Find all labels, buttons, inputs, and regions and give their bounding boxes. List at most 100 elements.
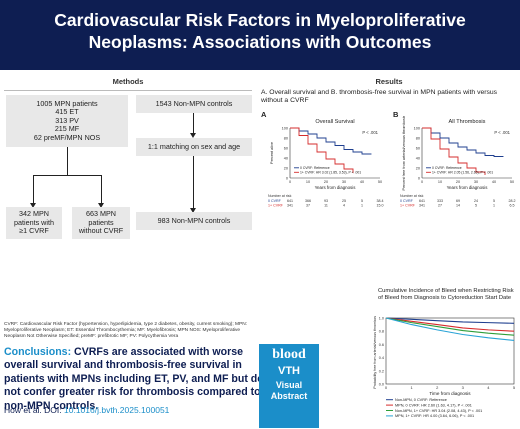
y-tick-label: 0.8: [379, 330, 384, 334]
matched-controls-box: 983 Non-MPN controls: [136, 212, 252, 230]
x-tick-label: 30: [342, 180, 346, 184]
risk-group: 1+ CVRF: [400, 204, 416, 208]
bleed-series-line-2: [385, 317, 515, 336]
connector-line: [193, 156, 194, 210]
arrowhead: [30, 203, 36, 208]
x-tick-label: 10: [306, 180, 310, 184]
y-tick-label: 60: [284, 147, 288, 151]
x-tick-label: 0: [421, 180, 423, 184]
risk-value: 27: [438, 204, 442, 208]
bleed-chart-title: Cumulative Incidence of Bleed when Restr…: [378, 288, 514, 302]
citation-authors: How et al. DOI:: [4, 405, 64, 415]
y-tick-label: 100: [414, 127, 420, 131]
risk-header: Number at risk: [400, 194, 424, 198]
blood-logo: blood: [272, 347, 306, 362]
risk-value: 6.5: [510, 204, 515, 208]
risk-value: 25: [342, 199, 346, 203]
risk-value: 4: [343, 204, 345, 208]
x-tick-label: 1: [410, 385, 413, 390]
without-cvrf-box: 663 MPN patients without CVRF: [72, 207, 130, 239]
cohort-line: 62 preMF/MPN NOS: [33, 132, 101, 142]
citation-doi[interactable]: 10.1016/j.bvth.2025.100051: [64, 405, 170, 415]
y-tick-label: 40: [416, 157, 420, 161]
brand-vth: VTH: [278, 365, 300, 377]
header-banner: Cardiovascular Risk Factors in Myeloprol…: [0, 0, 520, 70]
bleed-incidence-chart: 0.0 0.2 0.4 0.6 0.8 1.0 0 1 2 3 4 5 Time from diagno…: [373, 316, 516, 418]
risk-value: 37: [306, 204, 310, 208]
page-title: Cardiovascular Risk Factors in Myeloprol…: [10, 9, 510, 53]
conclusion-body: CVRFs are associated with worse overall …: [4, 346, 264, 412]
p-value: P < .001: [362, 130, 378, 135]
legend-label: Non-MPN, 0 CVRF: Reference: [395, 398, 447, 402]
results-subtitle: A. Overall survival and B. thrombosis-fr…: [261, 89, 498, 105]
connector-line: [193, 113, 194, 135]
risk-value: 69: [456, 199, 460, 203]
y-tick-label: 0: [418, 177, 420, 181]
arrowhead: [190, 208, 196, 213]
risk-value: 5: [475, 204, 477, 208]
panel-b-label: B: [393, 110, 399, 119]
cohort-line: 313 PV: [55, 115, 79, 125]
risk-value: 15.0: [377, 204, 384, 208]
matching-text: 1:1 matching on sex and age: [147, 141, 241, 151]
y-tick-label: 40: [284, 157, 288, 161]
x-tick-label: 4: [487, 385, 490, 390]
mpn-cohort-box: 1005 MPN patients 415 ET 313 PV 215 MF 6…: [6, 95, 128, 147]
risk-value: 641: [419, 199, 425, 203]
y-tick-label: 0.6: [379, 343, 384, 347]
x-tick-label: 40: [360, 180, 364, 184]
citation: How et al. DOI: 10.1016/j.bvth.2025.1000…: [4, 405, 169, 415]
controls-text: 1543 Non-MPN controls: [155, 98, 233, 108]
x-tick-label: 10: [438, 180, 442, 184]
x-tick-label: 3: [462, 385, 465, 390]
risk-group: 0 CVRF: [400, 199, 414, 203]
y-axis-label: Probability free from arterial/venous th…: [373, 316, 377, 389]
legend-label: 1+ CVRF: HR 2.05 (1.56, 2.65), P < .001: [432, 171, 493, 175]
title-line-2: Neoplasms: Associations with Outcomes: [88, 32, 432, 52]
controls-box: 1543 Non-MPN controls: [136, 95, 252, 113]
p-value: P < .001: [494, 130, 510, 135]
methods-divider: [4, 90, 252, 91]
risk-value: 5: [361, 199, 363, 203]
risk-value: 5: [493, 199, 495, 203]
y-tick-label: 60: [416, 147, 420, 151]
x-tick-label: 0: [385, 385, 388, 390]
risk-value: 1: [361, 204, 363, 208]
risk-value: 341: [287, 204, 293, 208]
abbreviations-note: CVRF: Cardiovascular Risk Factor (hypert…: [4, 322, 248, 339]
y-tick-label: 80: [284, 137, 288, 141]
panel-a-label: A: [261, 110, 267, 119]
connector-line: [33, 175, 34, 205]
x-tick-label: 5: [513, 385, 516, 390]
y-tick-label: 1.0: [379, 317, 384, 321]
x-tick-label: 50: [378, 180, 382, 184]
risk-value: 333: [437, 199, 443, 203]
x-tick-label: 30: [474, 180, 478, 184]
y-tick-label: 80: [416, 137, 420, 141]
x-tick-label: 40: [492, 180, 496, 184]
risk-value: 38.4: [377, 199, 384, 203]
y-tick-label: 100: [282, 127, 288, 131]
bleed-series-line-1: [385, 317, 515, 332]
matching-box: 1:1 matching on sex and age: [136, 138, 252, 156]
km-series-line-1: [290, 127, 354, 173]
y-tick-label: 20: [416, 167, 420, 171]
with-cvrf-line: ≥1 CVRF: [19, 226, 49, 236]
legend-label: 0 CVRF: Reference: [432, 166, 462, 170]
arrowhead: [190, 133, 196, 138]
risk-value: 93: [324, 199, 328, 203]
y-axis-label: Percent free from arterial/venous thromb…: [402, 116, 406, 190]
x-tick-label: 20: [456, 180, 460, 184]
km-series-line-0: [290, 127, 372, 155]
cohort-line: 1005 MPN patients: [36, 98, 98, 108]
x-tick-label: 0: [289, 180, 291, 184]
connector-line: [67, 147, 68, 175]
conclusion-text: Conclusions: CVRFs are associated with w…: [4, 346, 266, 413]
legend-label: MPN, 1+ CVRF: HR 4.00 (3.64, 6.06), P < …: [395, 414, 474, 418]
risk-header: Number at risk: [268, 194, 292, 198]
risk-group: 1+ CVRF: [268, 204, 284, 208]
legend-label: Non-MPN, 1+ CVRF: HR 3.04 (2.08, 4.43), …: [395, 409, 482, 413]
risk-value: 341: [419, 204, 425, 208]
panel-title: All Thrombosis: [449, 119, 486, 125]
